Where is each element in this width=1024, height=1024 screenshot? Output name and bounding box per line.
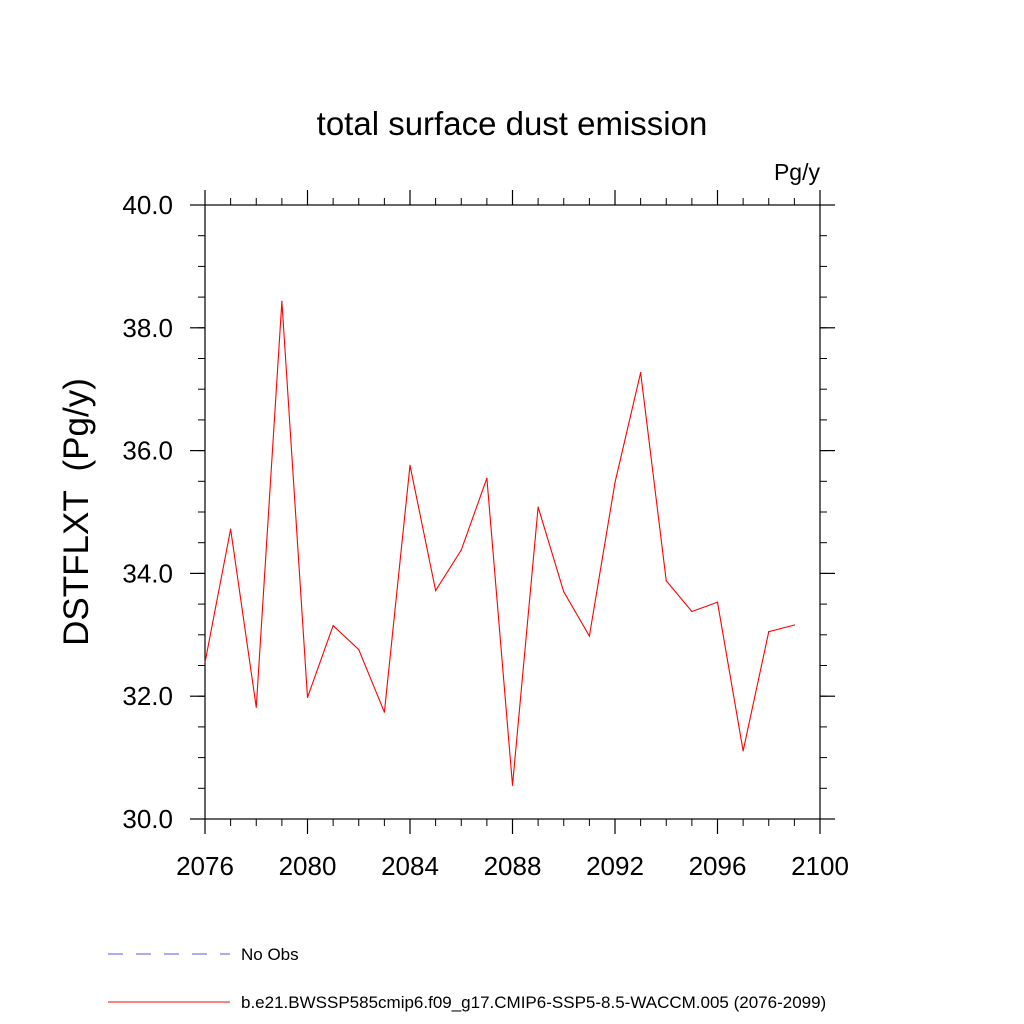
minor-ticks — [198, 198, 827, 826]
units-label: Pg/y — [774, 159, 821, 185]
data-point — [665, 580, 667, 582]
data-point — [255, 706, 257, 708]
x-tick-label: 2088 — [484, 851, 542, 881]
y-tick-label: 36.0 — [122, 436, 173, 466]
legend-label: No Obs — [241, 945, 299, 964]
data-point — [742, 750, 744, 752]
x-tick-label: 2084 — [381, 851, 439, 881]
data-point — [588, 635, 590, 637]
data-point — [332, 624, 334, 627]
data-point — [358, 648, 360, 651]
plot-border — [204, 204, 821, 820]
data-point — [614, 481, 616, 484]
data-point — [537, 506, 539, 508]
data-point — [563, 591, 565, 593]
legend-label: b.e21.BWSSP585cmip6.f09_g17.CMIP6-SSP5-8… — [241, 993, 826, 1012]
data-point — [486, 477, 488, 479]
y-tick-label: 40.0 — [122, 190, 173, 220]
x-axis-ticks: 2076 2080 2084 2088 2092 2096 2100 — [176, 190, 849, 881]
y-tick-label: 30.0 — [122, 804, 173, 834]
x-tick-label: 2092 — [586, 851, 644, 881]
data-point — [460, 549, 462, 551]
series-layer — [204, 300, 795, 786]
series-line — [204, 301, 795, 786]
data-point — [768, 631, 770, 633]
data-point — [691, 610, 693, 613]
data-point — [281, 300, 283, 302]
x-tick-label: 2076 — [176, 851, 234, 881]
data-point — [306, 696, 309, 699]
y-tick-label: 38.0 — [122, 313, 173, 343]
data-point — [230, 528, 232, 530]
x-tick-label: 2080 — [279, 851, 337, 881]
data-point — [383, 711, 385, 713]
y-axis-label: DSTFLXT (Pg/y) — [57, 378, 96, 646]
chart-title: total surface dust emission — [317, 105, 708, 142]
data-point — [640, 372, 642, 374]
data-point — [793, 624, 795, 626]
x-tick-label: 2096 — [689, 851, 747, 881]
data-point — [204, 661, 206, 664]
data-point — [409, 464, 411, 466]
legend: No Obs b.e21.BWSSP585cmip6.f09_g17.CMIP6-… — [108, 945, 826, 1012]
y-axis-ticks: 30.0 32.0 34.0 36.0 38.0 40.0 — [122, 190, 835, 834]
y-tick-label: 32.0 — [122, 681, 173, 711]
data-point — [435, 589, 437, 592]
x-tick-label: 2100 — [791, 851, 849, 881]
data-point — [511, 784, 514, 786]
data-point — [716, 601, 719, 603]
plot-frame — [204, 204, 821, 820]
y-tick-label: 34.0 — [122, 558, 173, 588]
